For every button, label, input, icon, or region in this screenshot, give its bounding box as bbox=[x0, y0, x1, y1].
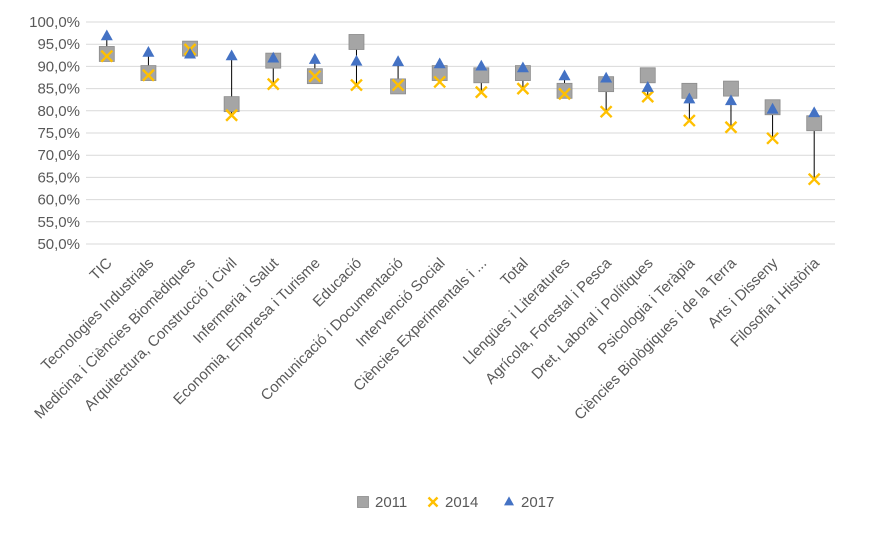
marker-2017 bbox=[558, 69, 571, 81]
marker-2014 bbox=[807, 172, 821, 186]
marker-2014 bbox=[225, 108, 238, 122]
y-tick-label: 65,0% bbox=[37, 169, 80, 186]
marker-2014 bbox=[350, 78, 363, 92]
legend-marker-2017 bbox=[504, 496, 514, 506]
marker-2017 bbox=[308, 53, 321, 64]
marker-2017 bbox=[433, 57, 446, 69]
marker-2017 bbox=[225, 49, 238, 61]
marker-2017 bbox=[766, 102, 779, 114]
legend-label: 2017 bbox=[521, 494, 554, 511]
legend: 2011 2014 2017 bbox=[357, 494, 554, 511]
legend-marker-2011 bbox=[357, 496, 369, 508]
marker-2017 bbox=[641, 81, 654, 92]
marker-2014 bbox=[641, 90, 655, 103]
y-tick-label: 80,0% bbox=[37, 103, 80, 120]
marker-2011 bbox=[223, 96, 240, 113]
y-tick-label: 85,0% bbox=[37, 81, 80, 98]
marker-2014 bbox=[391, 78, 405, 92]
y-tick-label: 55,0% bbox=[37, 214, 80, 231]
y-tick-label: 75,0% bbox=[37, 125, 80, 142]
y-tick-label: 70,0% bbox=[37, 147, 80, 164]
marker-2014 bbox=[599, 105, 613, 119]
marker-2017 bbox=[683, 92, 696, 104]
y-tick-label: 90,0% bbox=[37, 58, 80, 75]
marker-2011 bbox=[98, 46, 115, 62]
marker-2011 bbox=[806, 115, 823, 132]
marker-2014 bbox=[766, 131, 779, 145]
marker-2014 bbox=[100, 49, 114, 63]
marker-2014 bbox=[724, 120, 738, 134]
marker-2017 bbox=[350, 54, 363, 66]
marker-2017 bbox=[267, 51, 280, 63]
marker-2014 bbox=[308, 69, 322, 83]
marker-2014 bbox=[683, 114, 696, 127]
marker-2017 bbox=[142, 45, 155, 57]
marker-2017 bbox=[724, 94, 737, 106]
marker-2017 bbox=[516, 61, 529, 73]
gridlines bbox=[86, 21, 835, 245]
legend-label: 2011 bbox=[375, 494, 407, 511]
marker-2011 bbox=[348, 34, 365, 50]
marker-2011 bbox=[140, 65, 157, 81]
marker-2014 bbox=[516, 82, 530, 95]
x-category-label: Arquitectura, Construcció i Civil bbox=[81, 255, 240, 414]
y-axis-tick-labels: 50,0% 55,0% 60,0% 65,0% 70,0% 75,0% 80,0% 85,0%… bbox=[29, 14, 80, 253]
y-tick-label: 95,0% bbox=[37, 36, 80, 53]
marker-2014 bbox=[474, 85, 488, 99]
marker-2014 bbox=[433, 75, 447, 89]
marker-2014 bbox=[142, 68, 155, 82]
x-category-label: Total bbox=[497, 255, 531, 289]
marker-2017 bbox=[100, 29, 113, 41]
high-low-lines bbox=[106, 36, 815, 180]
x-category-label: TIC bbox=[87, 255, 116, 284]
marker-2017 bbox=[475, 59, 488, 71]
marker-2017 bbox=[184, 47, 197, 59]
y-tick-label: 100,0% bbox=[29, 14, 80, 31]
marker-2011 bbox=[639, 67, 656, 84]
marker-2017 bbox=[808, 106, 821, 118]
marker-2017 bbox=[392, 55, 405, 67]
y-tick-label: 60,0% bbox=[37, 192, 80, 209]
marker-2014 bbox=[558, 87, 571, 101]
legend-label: 2014 bbox=[445, 494, 478, 511]
marker-2011 bbox=[723, 80, 739, 97]
marker-2014 bbox=[266, 77, 280, 91]
y-tick-label: 50,0% bbox=[37, 236, 80, 253]
legend-marker-2014 bbox=[427, 496, 439, 508]
data-markers bbox=[98, 29, 823, 186]
marker-2011 bbox=[556, 82, 573, 99]
marker-2017 bbox=[600, 71, 613, 83]
